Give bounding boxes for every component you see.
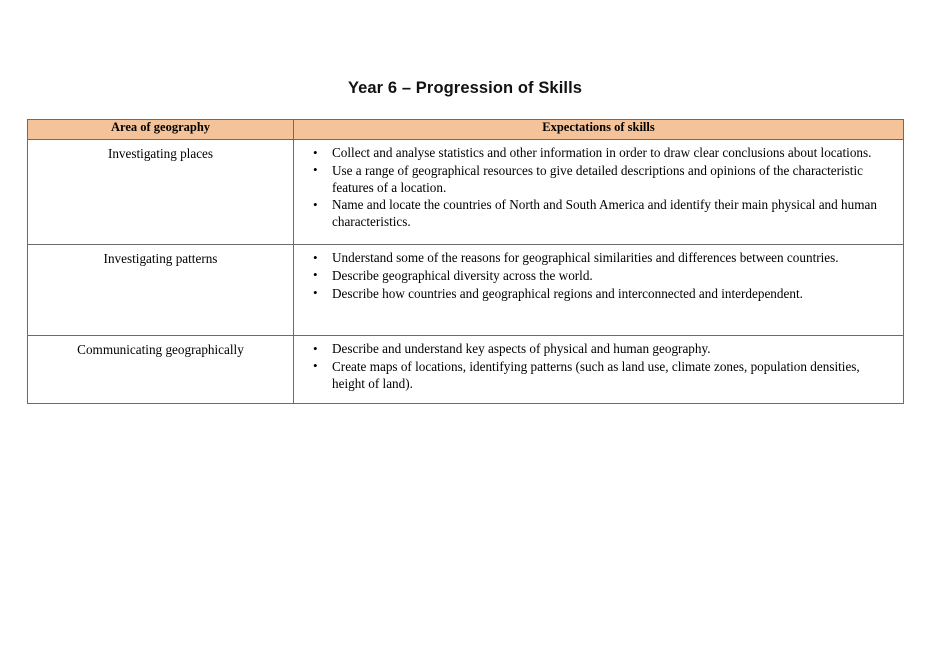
- area-of-geography-cell: Investigating places: [27, 139, 294, 245]
- list-item: Create maps of locations, identifying pa…: [302, 358, 895, 393]
- progression-of-skills-table: Area of geography Expectations of skills…: [27, 119, 904, 404]
- table-row: Communicating geographically Describe an…: [27, 335, 904, 404]
- expectations-of-skills-cell: Collect and analyse statistics and other…: [293, 139, 904, 245]
- column-header-area-of-geography: Area of geography: [27, 119, 294, 140]
- list-item: Understand some of the reasons for geogr…: [302, 250, 895, 267]
- area-of-geography-cell: Communicating geographically: [27, 335, 294, 404]
- expectations-list: Describe and understand key aspects of p…: [302, 341, 895, 392]
- expectations-of-skills-cell: Understand some of the reasons for geogr…: [293, 244, 904, 336]
- table-header: Area of geography Expectations of skills: [27, 119, 904, 140]
- list-item: Use a range of geographical resources to…: [302, 162, 895, 197]
- table-header-row: Area of geography Expectations of skills: [27, 119, 904, 140]
- page-title: Year 6 – Progression of Skills: [347, 79, 583, 97]
- list-item: Name and locate the countries of North a…: [302, 197, 895, 231]
- list-item: Describe geographical diversity across t…: [302, 267, 895, 285]
- table-row: Investigating places Collect and analyse…: [27, 139, 904, 245]
- table-body: Investigating places Collect and analyse…: [27, 139, 904, 404]
- table-row: Investigating patterns Understand some o…: [27, 244, 904, 336]
- expectations-of-skills-cell: Describe and understand key aspects of p…: [293, 335, 904, 404]
- expectations-list: Understand some of the reasons for geogr…: [302, 250, 895, 302]
- column-header-expectations-of-skills: Expectations of skills: [293, 119, 904, 140]
- area-of-geography-cell: Investigating patterns: [27, 244, 294, 336]
- expectations-list: Collect and analyse statistics and other…: [302, 145, 895, 231]
- list-item: Collect and analyse statistics and other…: [302, 145, 895, 162]
- list-item: Describe how countries and geographical …: [302, 285, 895, 303]
- list-item: Describe and understand key aspects of p…: [302, 341, 895, 358]
